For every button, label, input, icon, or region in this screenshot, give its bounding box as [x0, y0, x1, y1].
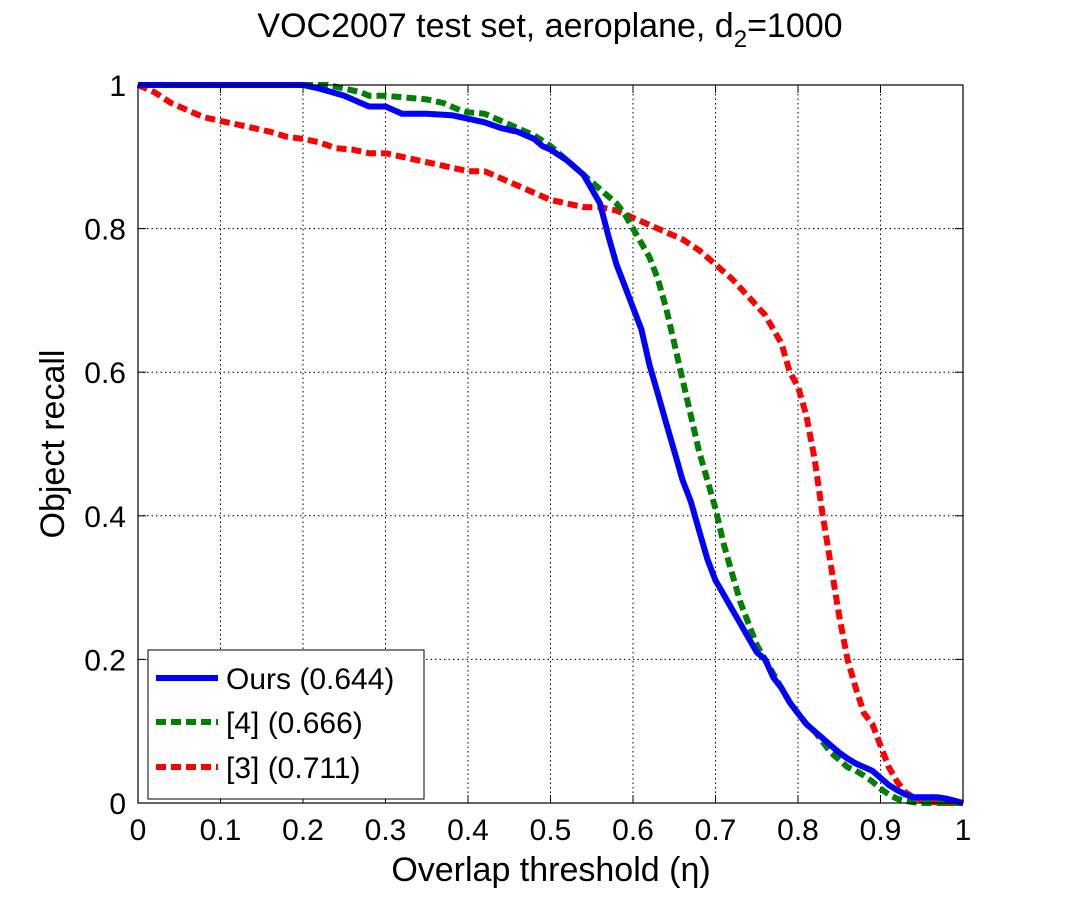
x-tick-label: 1 [955, 814, 972, 847]
series-line-ref3 [136, 82, 963, 806]
series-line-ours [138, 82, 964, 806]
y-tick-label: 0.8 [84, 214, 126, 247]
x-tick-label: 0.4 [447, 814, 489, 847]
x-tick-label: 0.3 [365, 814, 407, 847]
y-axis-label: Object recall [34, 350, 72, 539]
y-tick-label: 0.2 [84, 644, 126, 677]
legend-label: [4] (0.666) [226, 707, 363, 740]
series-line-ref4 [138, 82, 963, 806]
x-tick-label: 0.6 [612, 814, 654, 847]
title-main: VOC2007 test set, aeroplane, d [257, 7, 733, 45]
x-tick-label: 0.7 [695, 814, 737, 847]
x-tick-label: 0 [130, 814, 147, 847]
y-tick-label: 0.4 [84, 501, 126, 534]
x-tick-label: 0.9 [860, 814, 902, 847]
x-tick-label: 0.1 [200, 814, 242, 847]
legend-label: [3] (0.711) [226, 752, 361, 785]
title-tail: =1000 [747, 7, 843, 45]
x-tick-label: 0.2 [282, 814, 324, 847]
y-tick-label: 0.6 [84, 357, 126, 390]
chart-title: VOC2007 test set, aeroplane, d2=1000 [257, 7, 842, 53]
legend: Ours (0.644) [4] (0.666) [3] (0.711) [147, 649, 425, 800]
y-tick-label: 0 [109, 788, 126, 821]
axis-ticks: 0 0.1 0.2 0.3 0.4 0.5 0.6 0.7 0.8 0.9 1 0 0.2 0.4 0.6 0… [84, 70, 971, 847]
title-subscript: 2 [734, 26, 747, 53]
series-layer [136, 82, 964, 806]
x-tick-label: 0.5 [530, 814, 572, 847]
x-tick-label: 0.8 [777, 814, 819, 847]
legend-label: Ours (0.644) [226, 663, 394, 696]
y-tick-label: 1 [109, 70, 126, 103]
x-axis-label: Overlap threshold (η) [391, 851, 710, 889]
